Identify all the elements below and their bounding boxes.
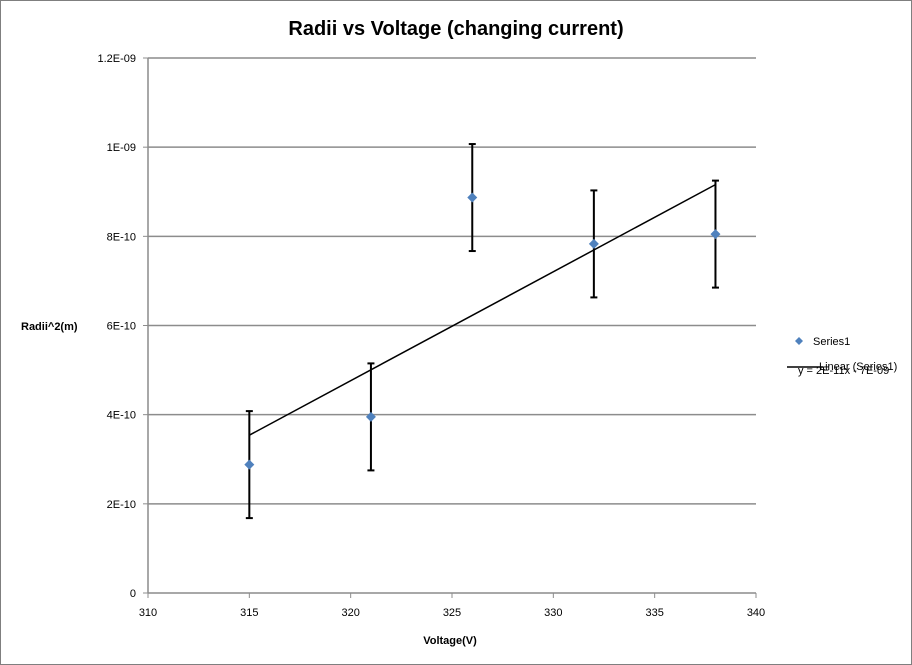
x-axis-title: Voltage(V) [423,635,477,647]
gridlines [148,57,756,505]
chart-title: Radii vs Voltage (changing current) [288,18,623,40]
x-tick-label: 335 [645,607,663,619]
tick-labels: 0 2E-10 4E-10 6E-10 8E-10 1E-09 1.2E-09 310 315 3… [97,53,765,619]
y-axis-title: Radii^2(m) [21,321,78,333]
y-tick-label: 2E-10 [107,499,136,511]
legend: Series1 Linear (Series1) y = 2E-11x - 7E… [787,336,897,377]
data-points [244,192,721,470]
error-bars [245,143,719,520]
x-tick-label: 315 [240,607,258,619]
x-tick-label: 325 [443,607,461,619]
legend-label-trendline: Linear (Series1) [819,361,897,373]
y-tick-label: 4E-10 [107,410,136,422]
trendline-equation: y = 2E-11x - 7E-09 [798,365,889,377]
data-point [365,411,376,422]
y-tick-label: 1.2E-09 [97,53,136,65]
y-tick-label: 6E-10 [107,321,136,333]
x-tick-label: 310 [139,607,157,619]
data-point [710,229,721,240]
x-tick-label: 340 [747,607,765,619]
x-tick-label: 330 [544,607,562,619]
trendline [248,183,716,436]
y-tick-label: 1E-09 [107,142,136,154]
trendline-layer [248,183,716,436]
x-tick-label: 320 [341,607,359,619]
axes [143,57,757,598]
y-tick-label: 8E-10 [107,231,136,243]
legend-label-series1: Series1 [813,336,850,348]
y-tick-label: 0 [130,588,136,600]
data-point [467,192,478,203]
legend-marker-series1 [795,337,803,345]
data-point [244,459,255,470]
data-point [588,238,599,249]
